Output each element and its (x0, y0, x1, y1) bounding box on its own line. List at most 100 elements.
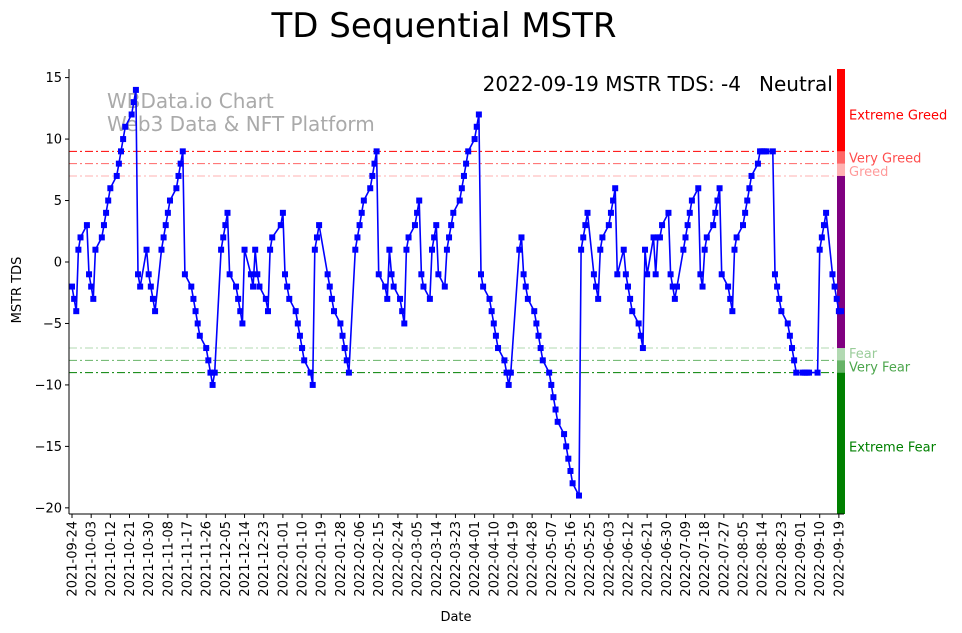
x-tick-label: 2022-02-06 (353, 521, 368, 597)
tds-point (279, 209, 286, 216)
tds-point (360, 197, 367, 204)
tds-point (656, 234, 663, 241)
tds-point (503, 369, 510, 376)
tds-point (635, 320, 642, 327)
tds-line (71, 89, 841, 496)
tds-point (667, 271, 674, 278)
tds-point (584, 209, 591, 216)
tds-point (296, 332, 303, 339)
tds-point (90, 295, 97, 302)
tds-point (162, 222, 169, 229)
x-tick-label: 2022-07-18 (698, 521, 713, 597)
x-tick-label: 2021-11-26 (200, 521, 215, 597)
tds-point (614, 271, 621, 278)
zone-label-0: Extreme Greed (849, 108, 947, 123)
tds-point (299, 345, 306, 352)
y-tick-label: −15 (35, 440, 62, 455)
tds-point (652, 271, 659, 278)
tds-point (326, 283, 333, 290)
y-tick-label: 10 (45, 133, 62, 148)
tds-point (143, 246, 150, 253)
tds-point (137, 283, 144, 290)
tds-point (86, 271, 93, 278)
tds-point (492, 332, 499, 339)
tds-point (192, 308, 199, 315)
tds-point (569, 480, 576, 487)
tds-point (838, 308, 844, 315)
tds-point (367, 185, 374, 192)
tds-point (610, 197, 617, 204)
tds-point (384, 295, 391, 302)
tds-point (650, 234, 657, 241)
tds-point (113, 172, 120, 179)
tds-point (352, 246, 359, 253)
tds-point (524, 295, 531, 302)
y-tick-label: −10 (35, 378, 62, 393)
tds-point (642, 246, 649, 253)
tds-point (115, 160, 122, 167)
tds-point (460, 172, 467, 179)
tds-point (488, 308, 495, 315)
tds-point (388, 271, 395, 278)
tds-point (194, 320, 201, 327)
tds-point (771, 271, 778, 278)
tds-point (446, 234, 453, 241)
x-tick-label: 2022-06-30 (660, 521, 675, 597)
chart-title: TD Sequential MSTR (270, 6, 616, 46)
sentiment-segment-5 (837, 360, 845, 373)
tds-point (659, 222, 666, 229)
tds-point (132, 86, 139, 93)
tds-point (226, 271, 233, 278)
tds-point (575, 492, 582, 499)
tds-point (829, 271, 836, 278)
tds-point (697, 271, 704, 278)
x-tick-label: 2021-10-30 (142, 521, 157, 597)
sentiment-segment-6 (837, 372, 845, 514)
tds-point (793, 369, 800, 376)
tds-point (448, 222, 455, 229)
tds-point (339, 332, 346, 339)
sentiment-segment-0 (837, 69, 845, 152)
tds-point (190, 295, 197, 302)
tds-point (397, 295, 404, 302)
tds-point (373, 148, 380, 155)
tds-point (552, 406, 559, 413)
tds-point (582, 222, 589, 229)
tds-point (211, 369, 218, 376)
tds-point (522, 283, 529, 290)
tds-point (209, 381, 216, 388)
x-tick-label: 2022-05-25 (583, 521, 598, 597)
tds-point (471, 136, 478, 143)
tds-point (688, 197, 695, 204)
tds-point (100, 222, 107, 229)
tds-point (682, 234, 689, 241)
tds-point (241, 246, 248, 253)
tds-point (531, 308, 538, 315)
tds-point (597, 246, 604, 253)
tds-point (486, 295, 493, 302)
tds-point (264, 308, 271, 315)
tds-point (71, 295, 78, 302)
tds-point (806, 369, 813, 376)
tds-point (742, 209, 749, 216)
tds-point (135, 271, 142, 278)
tds-point (686, 209, 693, 216)
tds-point (420, 283, 427, 290)
tds-point (548, 381, 555, 388)
tds-point (744, 197, 751, 204)
tds-point (269, 234, 276, 241)
tds-point (405, 234, 412, 241)
x-tick-label: 2022-03-14 (430, 521, 445, 597)
tds-point (816, 246, 823, 253)
sentiment-bar (837, 69, 845, 514)
tds-point (147, 283, 154, 290)
tds-point (337, 320, 344, 327)
tds-point (590, 271, 597, 278)
tds-point (179, 148, 186, 155)
tds-point (473, 123, 480, 130)
tds-point (160, 234, 167, 241)
tds-point (833, 295, 840, 302)
x-tick-label: 2021-09-24 (66, 521, 81, 597)
tds-point (620, 246, 627, 253)
